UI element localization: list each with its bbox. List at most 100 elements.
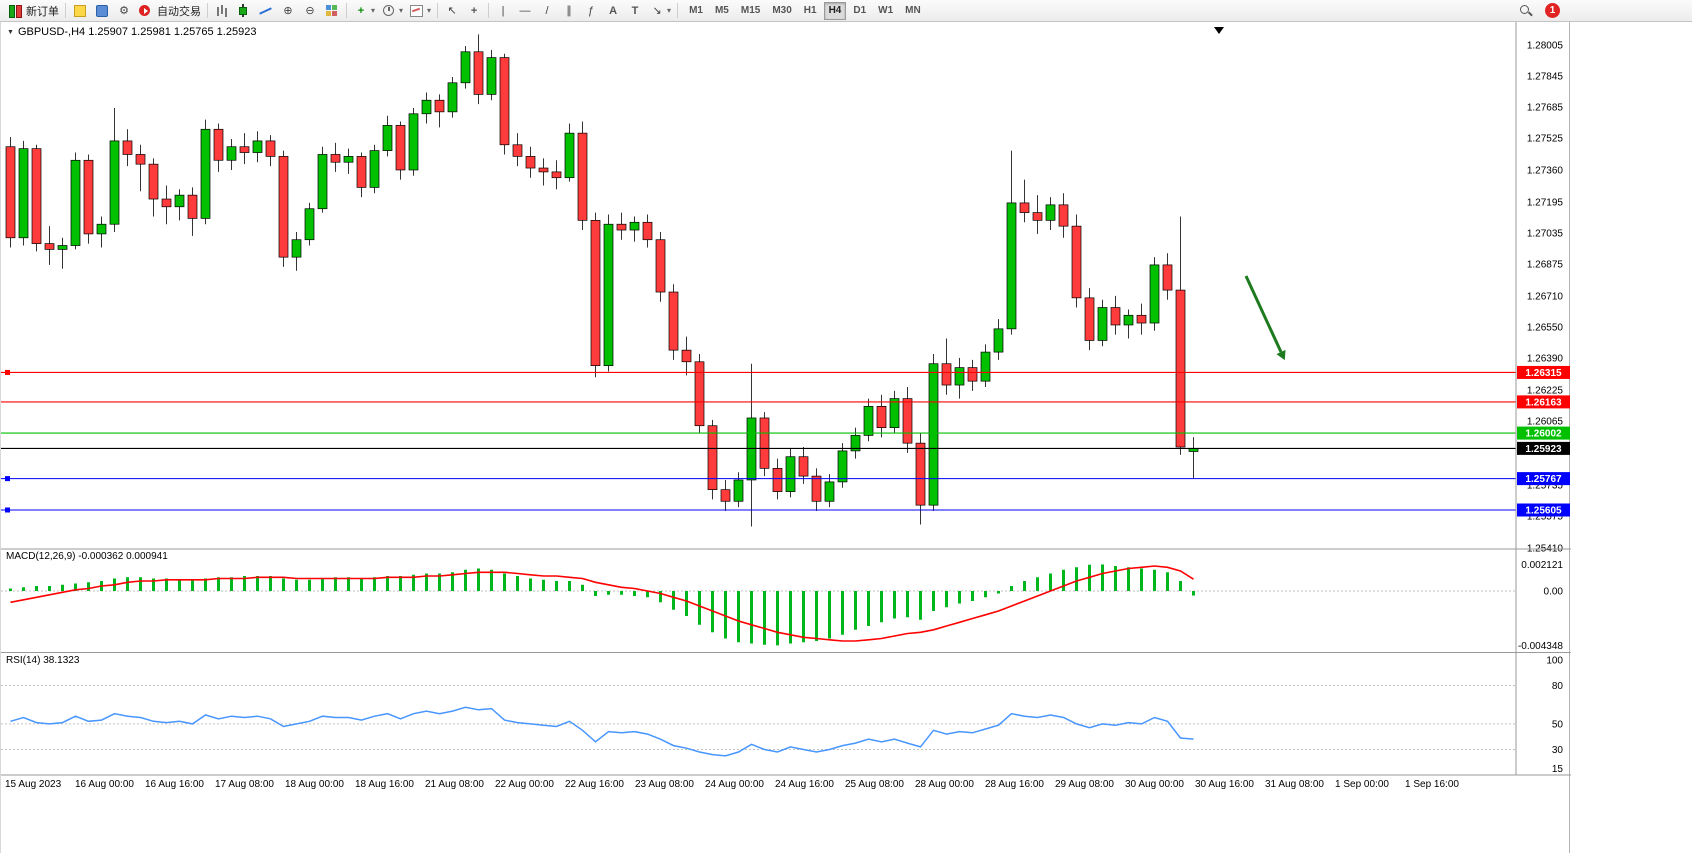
fibonacci-icon: ƒ [587, 4, 595, 17]
periods-button[interactable]: ▾ [378, 1, 406, 21]
vertical-line-tool-button[interactable]: | [492, 1, 514, 21]
text-tool-button[interactable]: A [602, 1, 624, 21]
price-axis[interactable]: 1.28005 1.27845 1.27685 1.27525 1.27360 1.271… [1517, 41, 1570, 555]
horizontal-line-icon: — [519, 4, 531, 17]
strategy-tester-button[interactable] [91, 1, 113, 21]
timeframe-button-m5[interactable]: M5 [710, 2, 734, 20]
chevron-down-icon: ▾ [427, 6, 432, 15]
tile-windows-button[interactable] [321, 1, 343, 21]
svg-text:31 Aug 08:00: 31 Aug 08:00 [1265, 779, 1324, 790]
horizontal-line-tool-button[interactable]: — [514, 1, 536, 21]
svg-text:1.26315: 1.26315 [1525, 368, 1562, 379]
timeframe-button-mn[interactable]: MN [900, 2, 926, 20]
svg-text:1.26163: 1.26163 [1525, 397, 1562, 408]
svg-text:1.27195: 1.27195 [1527, 197, 1564, 208]
svg-text:1.26225: 1.26225 [1527, 385, 1564, 396]
zoom-in-button[interactable]: ⊕ [277, 1, 299, 21]
bar-chart-icon [214, 4, 230, 18]
chart-canvas[interactable]: 0.002121 0.00 -0.004348 100 80 50 30 15 1.2800… [1, 22, 1571, 853]
line-chart-button[interactable] [255, 1, 277, 21]
strategy-tester-icon [94, 4, 110, 18]
svg-text:1.26875: 1.26875 [1527, 259, 1564, 270]
trendline-tool-button[interactable]: / [536, 1, 558, 21]
zoom-out-icon: ⊖ [305, 4, 315, 17]
svg-text:1.26390: 1.26390 [1527, 353, 1564, 364]
toolbar-separator [437, 3, 439, 18]
channel-tool-button[interactable]: ∥ [558, 1, 580, 21]
search-button[interactable] [1515, 1, 1537, 21]
svg-text:1.27845: 1.27845 [1527, 72, 1564, 83]
panel-dividers[interactable] [1, 22, 1571, 776]
svg-text:1.26065: 1.26065 [1527, 416, 1564, 427]
arrows-tool-button[interactable]: ↘ ▾ [646, 1, 674, 21]
svg-text:15: 15 [1552, 764, 1564, 775]
arrow-annotation[interactable] [1244, 275, 1283, 353]
svg-text:1.25923: 1.25923 [1525, 444, 1562, 455]
svg-text:80: 80 [1552, 681, 1564, 692]
options-button[interactable]: ⚙ [113, 1, 135, 21]
svg-text:1.27360: 1.27360 [1527, 165, 1564, 176]
notification-badge[interactable]: 1 [1545, 3, 1560, 18]
autotrade-button[interactable]: 自动交易 [135, 1, 204, 21]
candlestick-chart-icon [236, 3, 252, 18]
chart-shift-marker-icon[interactable] [1214, 27, 1224, 34]
svg-text:30 Aug 16:00: 30 Aug 16:00 [1195, 779, 1254, 790]
toolbar-separator [207, 3, 208, 18]
timeframe-toolbar: M1 M5 M15 M30 H1 H4 D1 W1 MN [683, 1, 927, 20]
svg-text:1.25767: 1.25767 [1525, 474, 1562, 485]
horizontal-line-objects[interactable] [1, 369, 1516, 513]
time-axis[interactable]: 15 Aug 2023 16 Aug 00:00 16 Aug 16:00 17 Au… [5, 779, 1459, 790]
svg-text:25 Aug 08:00: 25 Aug 08:00 [845, 779, 904, 790]
timeframe-button-m30[interactable]: M30 [767, 2, 796, 20]
new-order-button[interactable]: 新订单 [4, 1, 62, 21]
text-icon: A [609, 4, 618, 17]
candlestick-chart-button[interactable] [233, 1, 255, 21]
svg-text:15 Aug 2023: 15 Aug 2023 [5, 779, 62, 790]
tile-windows-icon [324, 4, 340, 18]
toolbar-separator [677, 3, 679, 18]
svg-text:50: 50 [1552, 719, 1564, 730]
new-order-icon [7, 4, 23, 18]
timeframe-button-m15[interactable]: M15 [736, 2, 765, 20]
label-tool-button[interactable]: T [624, 1, 646, 21]
cursor-tool-button[interactable]: ↖ [441, 1, 463, 21]
templates-button[interactable]: ▾ [406, 1, 434, 21]
bar-chart-button[interactable] [211, 1, 233, 21]
fibonacci-tool-button[interactable]: ƒ [580, 1, 602, 21]
svg-text:1 Sep 00:00: 1 Sep 00:00 [1335, 779, 1389, 790]
svg-text:0.002121: 0.002121 [1521, 560, 1563, 571]
rsi-indicator: 100 80 50 30 15 [1, 656, 1564, 775]
crosshair-tool-button[interactable]: + [463, 1, 485, 21]
chevron-down-icon: ▾ [371, 6, 376, 15]
svg-text:1 Sep 16:00: 1 Sep 16:00 [1405, 779, 1459, 790]
svg-text:1.27035: 1.27035 [1527, 228, 1564, 239]
svg-text:1.25735: 1.25735 [1527, 480, 1564, 491]
timeframe-button-h4[interactable]: H4 [823, 1, 847, 20]
svg-text:1.28005: 1.28005 [1527, 41, 1564, 52]
chevron-down-icon: ▾ [667, 6, 672, 15]
toolbar-separator [488, 3, 490, 18]
indicators-button[interactable]: + ▾ [350, 1, 378, 21]
crosshair-icon: + [470, 4, 478, 17]
timeframe-button-w1[interactable]: W1 [873, 2, 898, 20]
annotations[interactable] [1214, 27, 1286, 361]
zoom-out-button[interactable]: ⊖ [299, 1, 321, 21]
svg-text:30 Aug 00:00: 30 Aug 00:00 [1125, 779, 1184, 790]
toolbar-separator [346, 3, 347, 18]
chevron-down-icon: ▾ [399, 6, 404, 15]
svg-text:24 Aug 16:00: 24 Aug 16:00 [775, 779, 834, 790]
svg-text:16 Aug 16:00: 16 Aug 16:00 [145, 779, 204, 790]
metaeditor-icon [72, 4, 88, 18]
vertical-line-icon: | [501, 4, 505, 17]
timeframe-button-m1[interactable]: M1 [684, 2, 708, 20]
timeframe-button-d1[interactable]: D1 [848, 2, 871, 20]
svg-text:28 Aug 16:00: 28 Aug 16:00 [985, 779, 1044, 790]
chart-window[interactable]: 0.002121 0.00 -0.004348 100 80 50 30 15 1.2800… [0, 22, 1571, 853]
channel-icon: ∥ [566, 4, 572, 17]
timeframe-button-h1[interactable]: H1 [799, 2, 822, 20]
metaeditor-button[interactable] [69, 1, 91, 21]
arrow-annotation-head[interactable] [1276, 349, 1286, 361]
collapse-triangle-icon[interactable]: ▼ [7, 28, 14, 36]
line-chart-icon [258, 4, 274, 18]
